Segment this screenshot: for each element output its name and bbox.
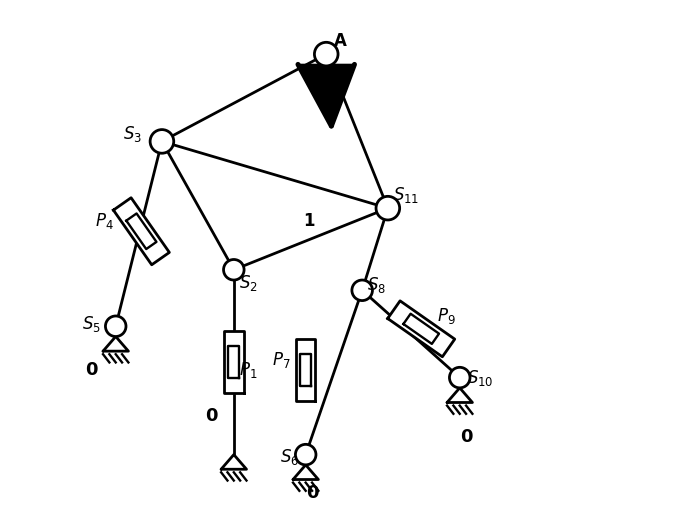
Polygon shape — [403, 314, 439, 344]
Circle shape — [450, 367, 470, 388]
Text: $S_2$: $S_2$ — [239, 272, 258, 293]
Text: A: A — [334, 32, 347, 50]
Circle shape — [352, 280, 372, 301]
Circle shape — [223, 260, 244, 280]
Text: $S_8$: $S_8$ — [367, 275, 386, 295]
Text: $P_4$: $P_4$ — [95, 211, 114, 231]
Text: $P_7$: $P_7$ — [273, 350, 291, 370]
Text: 0: 0 — [306, 484, 318, 502]
Circle shape — [314, 43, 338, 66]
Text: $S_6$: $S_6$ — [280, 447, 299, 467]
Circle shape — [376, 196, 400, 220]
Text: 1: 1 — [303, 212, 314, 230]
Circle shape — [295, 444, 316, 465]
Text: $S_{10}$: $S_{10}$ — [468, 367, 494, 388]
Text: 0: 0 — [460, 428, 472, 446]
Polygon shape — [127, 213, 156, 249]
Polygon shape — [114, 198, 170, 265]
Text: $S_{11}$: $S_{11}$ — [393, 185, 419, 206]
Circle shape — [150, 130, 174, 153]
Text: $P_9$: $P_9$ — [437, 306, 455, 326]
Text: 0: 0 — [85, 361, 98, 379]
Polygon shape — [298, 64, 355, 126]
Text: $S_3$: $S_3$ — [123, 124, 143, 144]
Text: 0: 0 — [205, 407, 218, 425]
Polygon shape — [388, 301, 455, 357]
Polygon shape — [300, 354, 312, 386]
Polygon shape — [224, 332, 244, 393]
Circle shape — [106, 316, 126, 336]
Polygon shape — [296, 339, 316, 401]
Text: $S_5$: $S_5$ — [82, 313, 101, 334]
Text: $P_1$: $P_1$ — [239, 360, 257, 380]
Polygon shape — [228, 346, 240, 378]
